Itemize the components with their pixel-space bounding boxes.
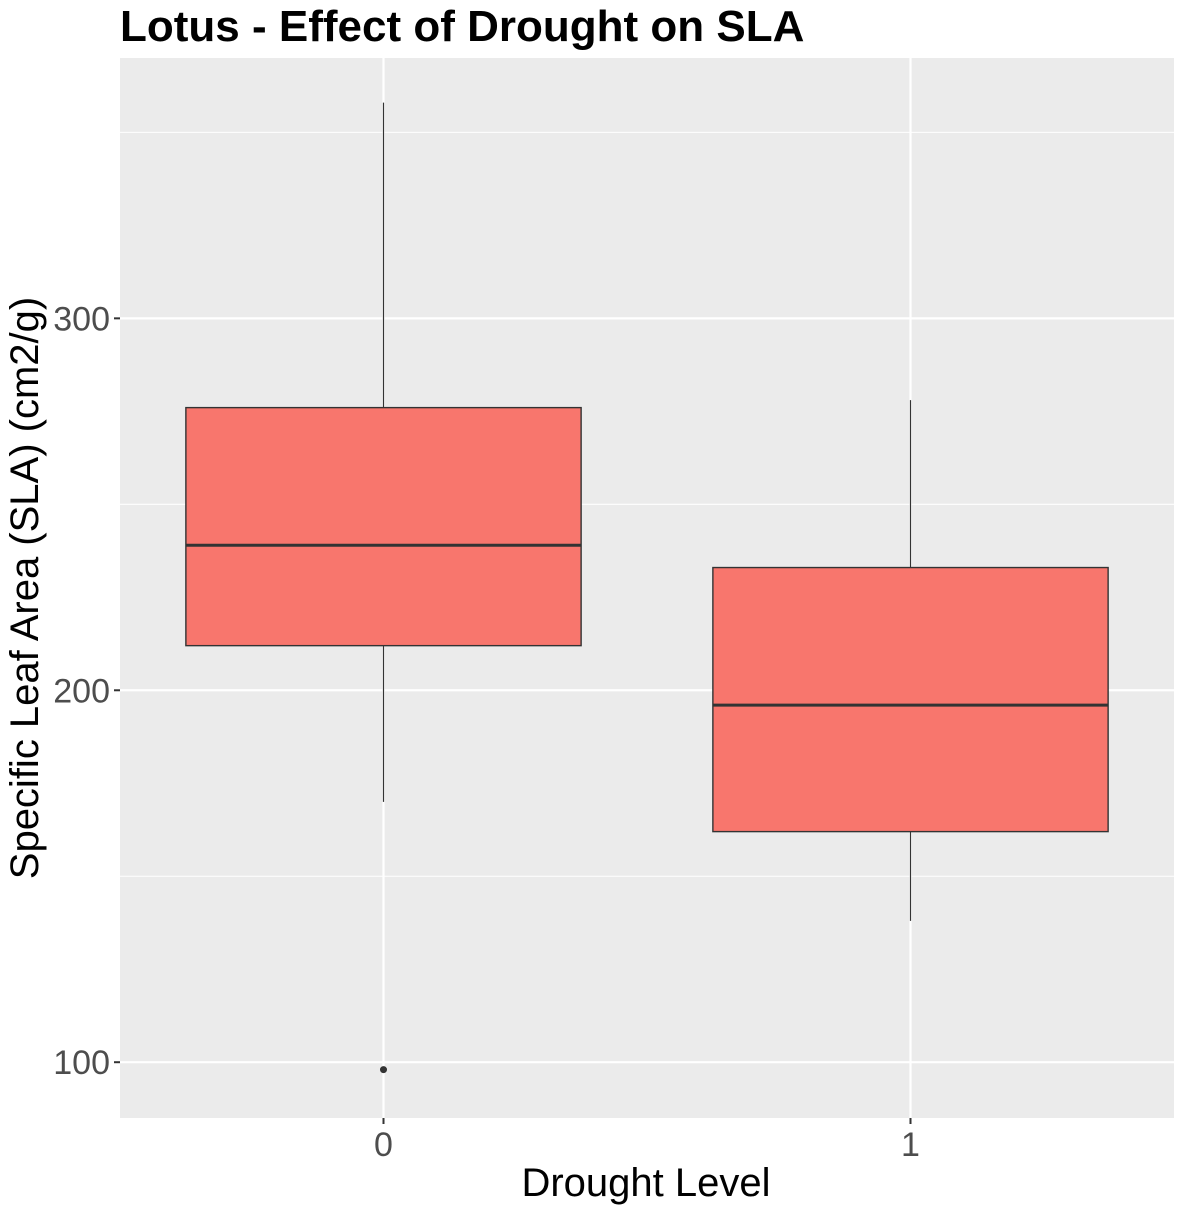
y-tick-label: 300 — [53, 300, 110, 338]
y-axis: 100 200 300 — [53, 300, 120, 1082]
iqr-box — [712, 566, 1109, 833]
x-axis-title: Drought Level — [521, 1161, 770, 1205]
iqr-box — [185, 406, 582, 647]
y-tick-label: 200 — [53, 672, 110, 710]
y-tick-label: 100 — [53, 1044, 110, 1082]
outlier-point — [380, 1066, 387, 1074]
x-tick-label: 1 — [901, 1126, 920, 1164]
boxes — [185, 102, 1109, 1074]
x-tick-label: 0 — [374, 1126, 393, 1164]
chart-title: Lotus - Effect of Drought on SLA — [120, 2, 805, 51]
y-axis-title: Specific Leaf Area (SLA) (cm2/g) — [3, 297, 47, 879]
